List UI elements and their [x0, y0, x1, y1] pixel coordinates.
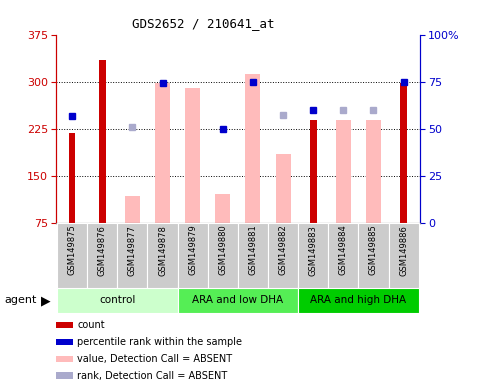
Bar [215, 195, 230, 223]
Text: ▶: ▶ [41, 294, 51, 307]
Text: GSM149876: GSM149876 [98, 225, 107, 276]
Bar [366, 121, 381, 223]
Text: control: control [99, 295, 136, 306]
Bar [310, 121, 316, 223]
Text: GSM149875: GSM149875 [68, 225, 77, 275]
Bar [400, 83, 407, 223]
Text: GSM149885: GSM149885 [369, 225, 378, 275]
Text: GSM149884: GSM149884 [339, 225, 348, 275]
Bar [147, 223, 178, 288]
Text: ARA and low DHA: ARA and low DHA [192, 295, 284, 306]
Text: ARA and high DHA: ARA and high DHA [311, 295, 407, 306]
Bar [275, 154, 291, 223]
Bar [208, 223, 238, 288]
Bar [69, 133, 75, 223]
Text: GSM149882: GSM149882 [279, 225, 287, 275]
Bar [178, 223, 208, 288]
Bar [328, 223, 358, 288]
Bar [56, 356, 73, 362]
Text: value, Detection Call = ABSENT: value, Detection Call = ABSENT [77, 354, 232, 364]
Bar [87, 223, 117, 288]
Bar [155, 83, 170, 223]
Bar [358, 223, 388, 288]
Text: GDS2652 / 210641_at: GDS2652 / 210641_at [131, 17, 274, 30]
Text: GSM149880: GSM149880 [218, 225, 227, 275]
Bar [336, 121, 351, 223]
Bar [57, 288, 178, 313]
Bar [298, 223, 328, 288]
Bar [56, 322, 73, 328]
Bar [56, 372, 73, 379]
Text: percentile rank within the sample: percentile rank within the sample [77, 337, 242, 347]
Bar [117, 223, 147, 288]
Bar [56, 339, 73, 345]
Bar [99, 60, 106, 223]
Text: GSM149879: GSM149879 [188, 225, 197, 275]
Text: GSM149877: GSM149877 [128, 225, 137, 276]
Bar [268, 223, 298, 288]
Text: GSM149881: GSM149881 [248, 225, 257, 275]
Bar [298, 288, 419, 313]
Text: rank, Detection Call = ABSENT: rank, Detection Call = ABSENT [77, 371, 227, 381]
Bar [125, 196, 140, 223]
Bar [178, 288, 298, 313]
Bar [57, 223, 87, 288]
Text: agent: agent [5, 295, 37, 306]
Bar [185, 88, 200, 223]
Text: GSM149878: GSM149878 [158, 225, 167, 276]
Bar [245, 74, 260, 223]
Text: GSM149886: GSM149886 [399, 225, 408, 276]
Bar [388, 223, 419, 288]
Text: count: count [77, 320, 105, 330]
Bar [238, 223, 268, 288]
Text: GSM149883: GSM149883 [309, 225, 318, 276]
